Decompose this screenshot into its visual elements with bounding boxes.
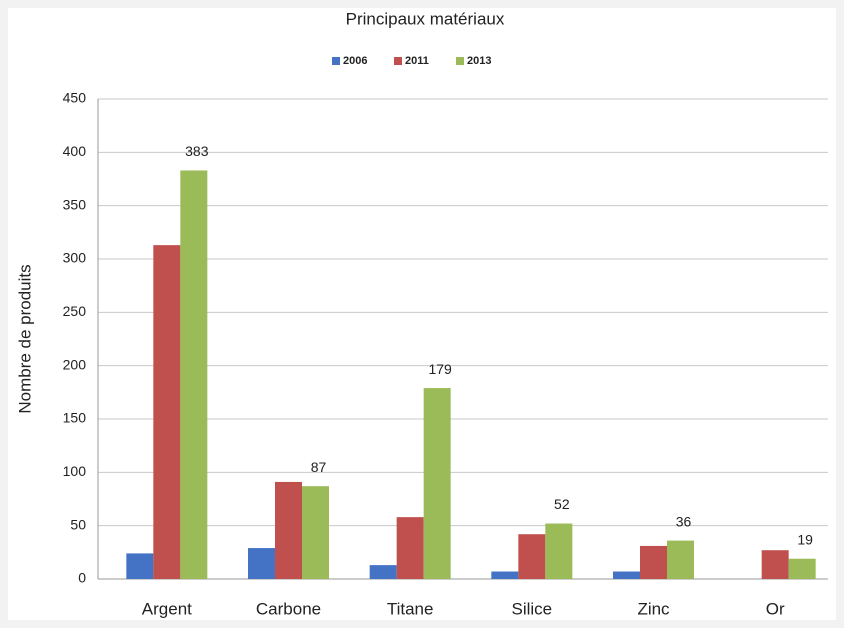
y-tick-label: 250 (63, 303, 87, 319)
bar (518, 534, 546, 579)
bar (788, 558, 816, 579)
bar (248, 548, 275, 579)
y-tick-label: 200 (63, 356, 87, 372)
y-tick-label: 0 (78, 570, 86, 586)
legend-label: 2013 (467, 55, 491, 67)
bar (180, 170, 208, 579)
bar (396, 517, 424, 579)
bar (275, 481, 302, 579)
bar (545, 523, 573, 579)
x-tick-label: Zinc (637, 599, 670, 618)
bar (369, 565, 397, 579)
legend-swatch (456, 57, 464, 65)
data-label: 87 (311, 459, 327, 475)
legend-swatch (332, 57, 340, 65)
bar (491, 571, 519, 579)
legend-label: 2006 (343, 55, 367, 67)
bar (640, 545, 667, 579)
bar (302, 486, 329, 579)
bar (126, 553, 154, 579)
data-label: 179 (428, 361, 452, 377)
x-tick-label: Carbone (256, 599, 321, 618)
data-label: 19 (797, 531, 813, 547)
y-tick-label: 50 (70, 516, 86, 532)
x-tick-label: Or (766, 599, 785, 618)
x-tick-label: Argent (142, 599, 192, 618)
legend-label: 2011 (405, 55, 429, 67)
bar (613, 571, 640, 579)
legend-swatch (394, 57, 402, 65)
bar (761, 550, 789, 579)
x-tick-label: Titane (387, 599, 434, 618)
bar (667, 540, 694, 579)
chart-title: Principaux matériaux (346, 9, 505, 28)
data-label: 36 (676, 513, 692, 529)
y-axis-label: Nombre de produits (15, 264, 34, 413)
y-tick-label: 300 (63, 250, 87, 266)
y-tick-label: 100 (63, 463, 87, 479)
data-label: 52 (554, 496, 570, 512)
bar (153, 245, 181, 579)
y-tick-label: 350 (63, 196, 87, 212)
y-tick-label: 450 (63, 90, 87, 106)
x-tick-label: Silice (512, 599, 553, 618)
data-label: 383 (185, 143, 209, 159)
y-tick-label: 400 (63, 143, 87, 159)
y-tick-label: 150 (63, 410, 87, 426)
bar (423, 388, 451, 579)
